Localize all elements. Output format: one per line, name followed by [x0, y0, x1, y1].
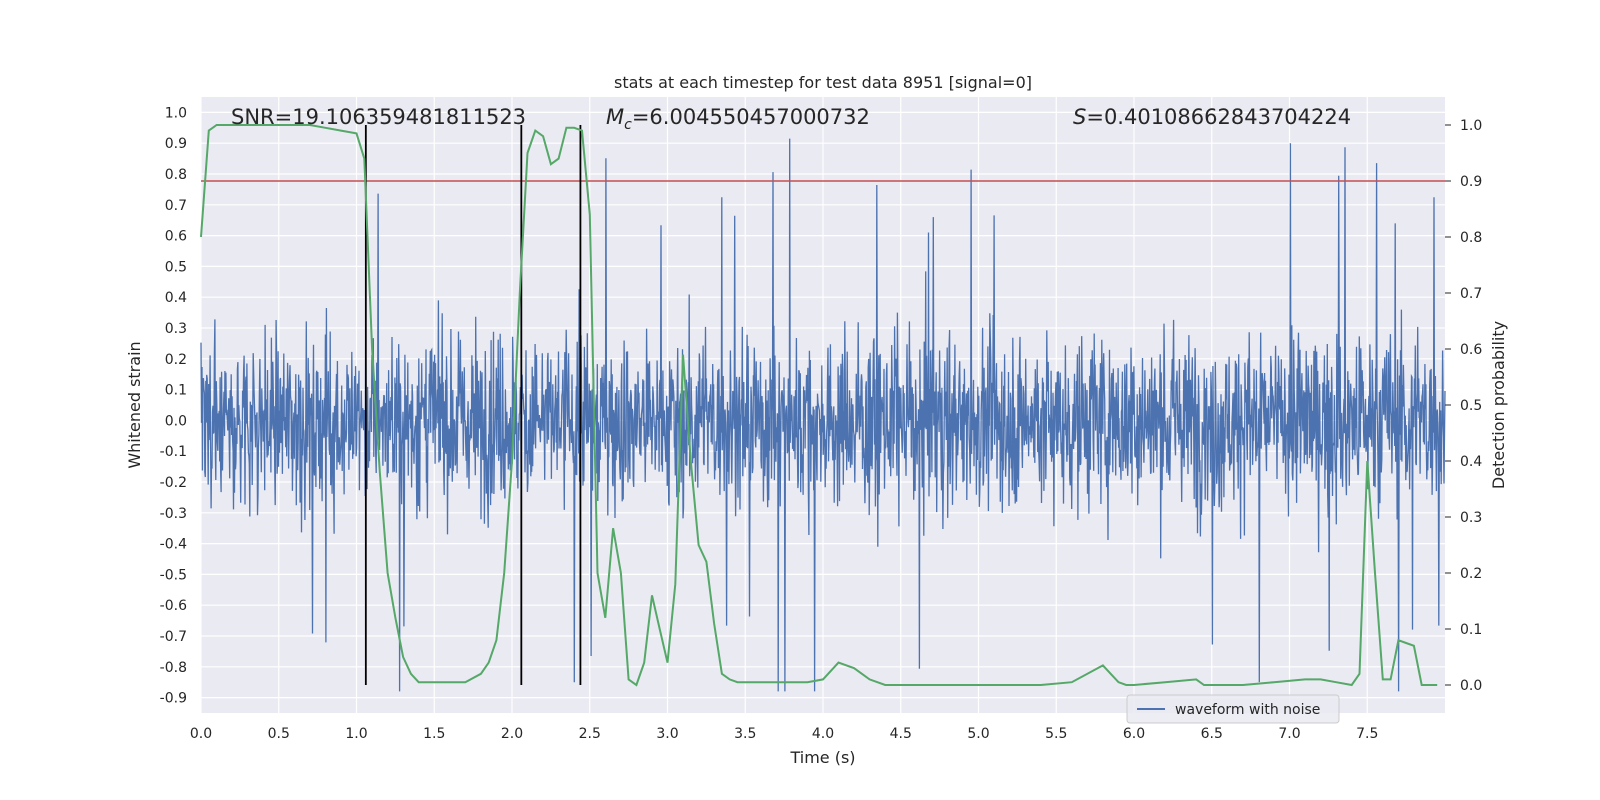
legend-box — [1126, 694, 1340, 724]
score-annotation: S=0.40108662843704224 — [1073, 105, 1351, 129]
chart-title: stats at each timestep for test data 895… — [614, 73, 1032, 92]
y-tick-label: 0.6 — [165, 229, 187, 245]
y2-axis-label: Detection probability — [1489, 321, 1508, 489]
y-tick-label: 0.8 — [165, 167, 187, 183]
x-tick-label: 4.5 — [890, 726, 912, 742]
x-tick-label: 6.5 — [1201, 726, 1223, 742]
x-tick-label: 1.0 — [345, 726, 367, 742]
y-tick-label: 0.5 — [165, 259, 187, 275]
y-tick-label: 1.0 — [165, 105, 187, 121]
x-tick-label: 7.5 — [1356, 726, 1378, 742]
waveform-with-noise-series — [200, 138, 1446, 692]
legend: waveform with noise — [1126, 694, 1340, 724]
y-tick-label: -0.7 — [160, 629, 187, 645]
y2-tick-label: 0.4 — [1460, 454, 1482, 470]
x-tick-label: 0.5 — [268, 726, 290, 742]
y2-tick-label: 0.3 — [1460, 510, 1482, 526]
waveform-with-noise-line — [200, 138, 1446, 692]
x-tick-label: 4.0 — [812, 726, 834, 742]
x-tick-label: 7.0 — [1278, 726, 1300, 742]
y-tick-label: -0.5 — [160, 567, 187, 583]
y2-tick-label: 0.6 — [1460, 342, 1482, 358]
chirp-mass-annotation: Mc=6.004550457000732 — [606, 105, 870, 133]
x-tick-label: 2.0 — [501, 726, 523, 742]
x-tick-label: 6.0 — [1123, 726, 1145, 742]
axes: 0.0 0.5 1.0 1.5 2.0 2.5 3.0 3.5 4.0 4.5 5.0 5.5 6.0 6… — [160, 105, 1483, 742]
y-tick-label: 0.0 — [165, 413, 187, 429]
snr-annotation: SNR=19.106359481811523 — [231, 105, 526, 129]
y2-tick-label: 0.9 — [1460, 174, 1482, 190]
y-tick-label: 0.9 — [165, 136, 187, 152]
y-axis-label: Whitened strain — [125, 341, 144, 468]
y-tick-label: 0.7 — [165, 198, 187, 214]
y2-tick-label: 0.1 — [1460, 622, 1482, 638]
y-tick-label: -0.8 — [160, 660, 187, 676]
x-tick-label: 2.5 — [579, 726, 601, 742]
x-axis-label: Time (s) — [789, 748, 855, 767]
x-tick-label: 3.0 — [656, 726, 678, 742]
x-tick-label: 5.0 — [967, 726, 989, 742]
detection-probability-line — [200, 124, 1438, 687]
x-tick-label: 0.0 — [190, 726, 212, 742]
x-tick-label: 3.5 — [734, 726, 756, 742]
legend-label-waveform: waveform with noise — [1175, 702, 1320, 718]
y-tick-label: -0.4 — [160, 537, 187, 553]
y-tick-label: 0.4 — [165, 290, 187, 306]
y-tick-label: 0.3 — [165, 321, 187, 337]
y-tick-label: -0.1 — [160, 444, 187, 460]
y2-tick-label: 0.7 — [1460, 286, 1482, 302]
x-tick-label: 5.5 — [1045, 726, 1067, 742]
y-tick-label: 0.2 — [165, 352, 187, 368]
y2-tick-label: 0.8 — [1460, 230, 1482, 246]
y2-tick-label: 1.0 — [1460, 118, 1482, 134]
overlays — [200, 124, 1445, 687]
y2-tick-label: 0.5 — [1460, 398, 1482, 414]
y2-tick-label: 0.0 — [1460, 678, 1482, 694]
y-tick-label: -0.9 — [160, 691, 187, 707]
y2-tick-label: 0.2 — [1460, 566, 1482, 582]
y-tick-label: -0.3 — [160, 506, 187, 522]
y-tick-label: -0.6 — [160, 598, 187, 614]
x-tick-label: 1.5 — [423, 726, 445, 742]
y-tick-label: 0.1 — [165, 383, 187, 399]
y-tick-label: -0.2 — [160, 475, 187, 491]
